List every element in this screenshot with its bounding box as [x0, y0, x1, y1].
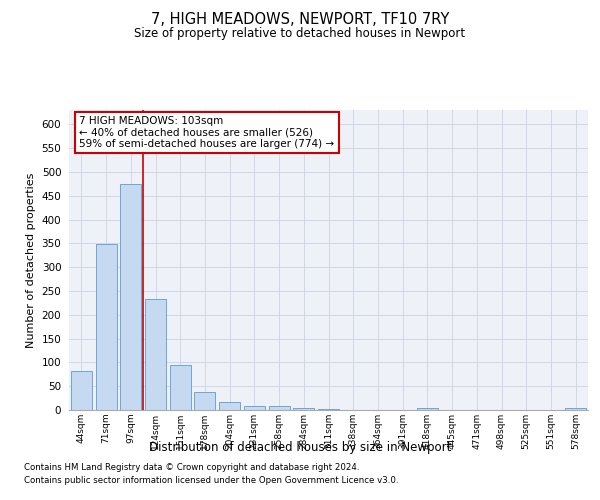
Bar	[318, 409, 339, 410]
Bar	[194, 392, 215, 410]
Bar	[244, 406, 265, 410]
Bar	[417, 408, 438, 410]
Bar	[269, 406, 290, 410]
Text: Distribution of detached houses by size in Newport: Distribution of detached houses by size …	[149, 441, 451, 454]
Y-axis label: Number of detached properties: Number of detached properties	[26, 172, 36, 348]
Text: 7 HIGH MEADOWS: 103sqm
← 40% of detached houses are smaller (526)
59% of semi-de: 7 HIGH MEADOWS: 103sqm ← 40% of detached…	[79, 116, 335, 149]
Text: Contains HM Land Registry data © Crown copyright and database right 2024.: Contains HM Land Registry data © Crown c…	[24, 464, 359, 472]
Bar	[565, 408, 586, 410]
Bar	[71, 371, 92, 410]
Bar	[170, 365, 191, 410]
Bar	[95, 244, 116, 410]
Text: Contains public sector information licensed under the Open Government Licence v3: Contains public sector information licen…	[24, 476, 398, 485]
Bar	[219, 402, 240, 410]
Bar	[145, 299, 166, 410]
Text: 7, HIGH MEADOWS, NEWPORT, TF10 7RY: 7, HIGH MEADOWS, NEWPORT, TF10 7RY	[151, 12, 449, 28]
Text: Size of property relative to detached houses in Newport: Size of property relative to detached ho…	[134, 28, 466, 40]
Bar	[293, 408, 314, 410]
Bar	[120, 184, 141, 410]
